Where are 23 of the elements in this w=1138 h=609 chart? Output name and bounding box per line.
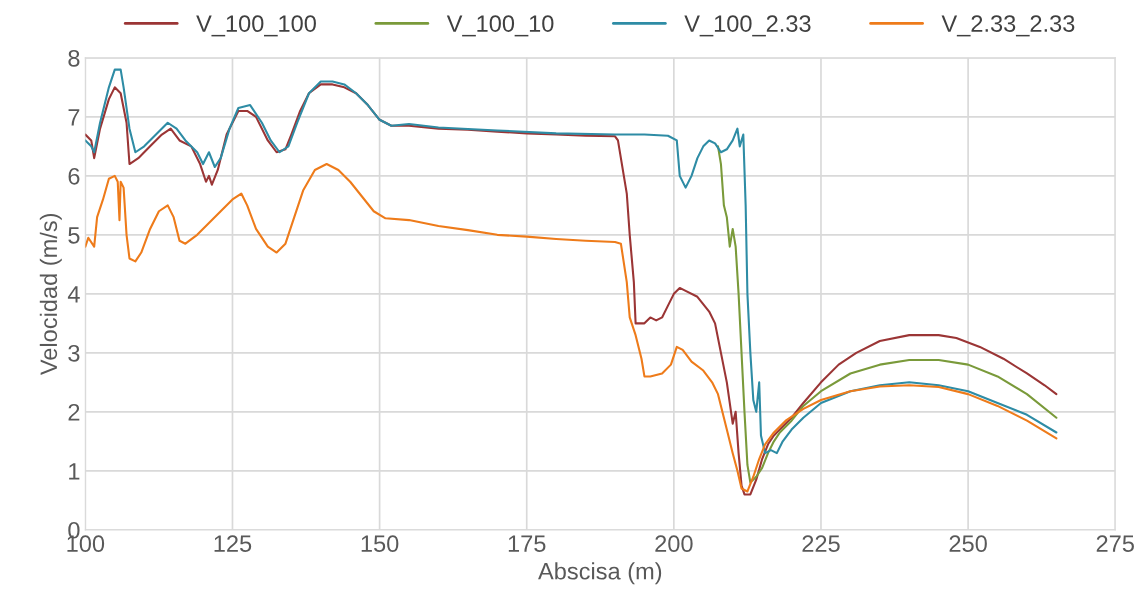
y-tick-label: 5	[68, 227, 80, 244]
x-tick-label: 125	[214, 535, 252, 553]
x-tick-label: 225	[802, 535, 840, 553]
legend-label: V_100_10	[446, 15, 554, 37]
x-tick-label: 250	[949, 535, 987, 553]
y-tick-label: 1	[69, 463, 80, 480]
line-series	[85, 163, 1058, 493]
legend-label: V_2.33_2.33	[941, 15, 1075, 37]
y-tick-label: 4	[67, 286, 80, 303]
y-tick-label: 7	[68, 109, 80, 126]
x-axis-title: Abscisa (m)	[538, 562, 662, 585]
y-axis-title: Velocidad (m/s)	[39, 213, 62, 376]
line-series	[716, 145, 1058, 484]
x-tick-label: 175	[508, 535, 546, 553]
y-tick-label: 3	[68, 344, 80, 362]
legend-label: V_100_100	[196, 15, 316, 37]
x-tick-label: 200	[655, 535, 693, 553]
y-tick-label: 2	[68, 403, 80, 421]
y-tick-label: 8	[68, 49, 80, 67]
y-tick-label: 6	[68, 167, 80, 185]
x-tick-label: 150	[361, 535, 399, 553]
x-tick-label: 275	[1096, 535, 1134, 553]
legend-label: V_100_2.33	[684, 15, 811, 37]
